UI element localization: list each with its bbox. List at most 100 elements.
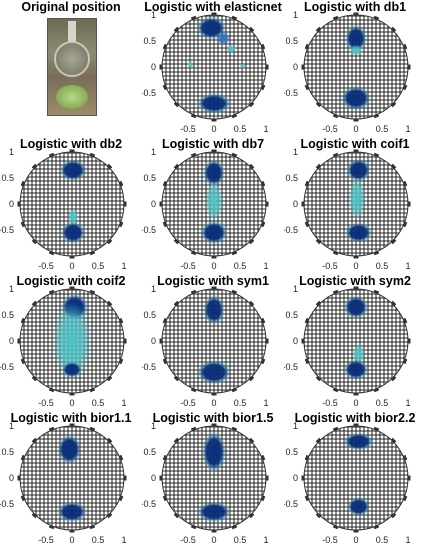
electrode	[315, 163, 322, 170]
conductivity-blob-1	[196, 501, 232, 523]
electrode	[190, 524, 197, 530]
conductivity-blob-0	[202, 294, 226, 326]
eit-plot-4: -0.5 0 0.5 1 1 0.5 0 -0.5	[284, 147, 411, 271]
electrode	[353, 149, 359, 153]
electrode	[407, 338, 411, 344]
electrode	[260, 358, 266, 365]
y-tick-label: 1	[151, 10, 156, 20]
x-tick-label: 1	[121, 398, 126, 408]
x-tick-label: -0.5	[322, 124, 338, 134]
x-tick-label: 0.5	[92, 261, 105, 271]
electrode	[190, 289, 197, 295]
y-tick-label: 0.5	[285, 36, 298, 46]
electrode	[260, 454, 266, 461]
y-tick-label: 1	[293, 284, 298, 294]
x-tick-label: 0	[353, 124, 358, 134]
electrode	[373, 15, 380, 21]
x-tick-label: 0.5	[92, 535, 105, 545]
electrode	[304, 495, 310, 502]
eit-panel-3: Logistic with db7 -0.5 0 0.5 1 1 0.5 0 -0.5	[142, 137, 284, 274]
x-tick-label: 1	[405, 261, 410, 271]
x-tick-label: 0.5	[234, 261, 247, 271]
eit-plot-3: -0.5 0 0.5 1 1 0.5 0 -0.5	[142, 147, 269, 271]
conductivity-blob-1	[216, 31, 231, 46]
electrode	[260, 317, 266, 324]
electrode	[118, 180, 124, 187]
y-tick-label: -0.5	[142, 499, 156, 509]
electrode	[304, 454, 310, 461]
electrode	[211, 529, 217, 533]
electrode	[159, 201, 163, 207]
electrode	[211, 286, 217, 290]
electrode	[48, 152, 55, 158]
x-tick-label: 0	[69, 535, 74, 545]
electrode	[301, 338, 305, 344]
electrode	[231, 524, 238, 530]
electrode	[332, 250, 339, 256]
electrode	[190, 387, 197, 393]
electrode	[69, 149, 75, 153]
electrode	[248, 163, 255, 170]
y-tick-label: 0	[151, 62, 156, 72]
electrode	[248, 512, 255, 519]
electrode	[332, 524, 339, 530]
electrode	[402, 358, 408, 365]
electrode	[373, 524, 380, 530]
electrode	[304, 317, 310, 324]
conductivity-blob-1	[196, 359, 232, 385]
y-tick-label: 1	[293, 421, 298, 431]
conductivity-blob-2	[340, 85, 372, 111]
electrode	[48, 387, 55, 393]
conductivity-blob-1	[348, 177, 366, 220]
photo-stem	[68, 21, 76, 43]
conductivity-blob-0	[344, 24, 368, 53]
conductivity-blob-0	[59, 158, 88, 182]
electrode	[190, 113, 197, 119]
electrode	[211, 12, 217, 16]
electrode	[260, 84, 266, 91]
electrode	[162, 317, 168, 324]
electrode	[248, 101, 255, 108]
electrode	[402, 221, 408, 228]
electrode	[260, 180, 266, 187]
y-tick-label: -0.5	[284, 88, 298, 98]
y-tick-label: 1	[9, 284, 14, 294]
electrode	[20, 317, 26, 324]
electrode	[106, 512, 113, 519]
electrode	[390, 163, 397, 170]
electrode	[211, 255, 217, 259]
electrode	[123, 201, 127, 207]
x-tick-label: -0.5	[38, 535, 54, 545]
original-position-panel: Original position	[0, 0, 142, 137]
electrode	[31, 512, 38, 519]
electrode	[315, 512, 322, 519]
x-tick-label: 0	[353, 398, 358, 408]
electrode	[173, 512, 180, 519]
electrode	[69, 423, 75, 427]
panel-title: Logistic with sym1	[157, 274, 269, 288]
electrode	[231, 289, 238, 295]
electrode	[315, 238, 322, 245]
electrode	[69, 392, 75, 396]
panel-title: Logistic with db1	[303, 0, 407, 14]
x-tick-label: -0.5	[180, 398, 196, 408]
electrode	[265, 64, 269, 70]
panel-title: Logistic with bior1.5	[152, 411, 274, 425]
electrode	[265, 201, 269, 207]
electrode	[260, 221, 266, 228]
y-tick-label: 0.5	[285, 173, 298, 183]
y-tick-label: 0.5	[1, 173, 14, 183]
conductivity-blob-1	[348, 44, 364, 56]
electrode	[390, 300, 397, 307]
electrode	[162, 221, 168, 228]
electrode	[332, 426, 339, 432]
electrode	[304, 180, 310, 187]
y-tick-label: 1	[293, 147, 298, 157]
x-tick-label: -0.5	[180, 124, 196, 134]
electrode	[190, 250, 197, 256]
electrode	[373, 426, 380, 432]
electrode	[332, 289, 339, 295]
electrode	[48, 289, 55, 295]
panel-title: Logistic with db2	[19, 137, 123, 151]
electrode	[69, 255, 75, 259]
